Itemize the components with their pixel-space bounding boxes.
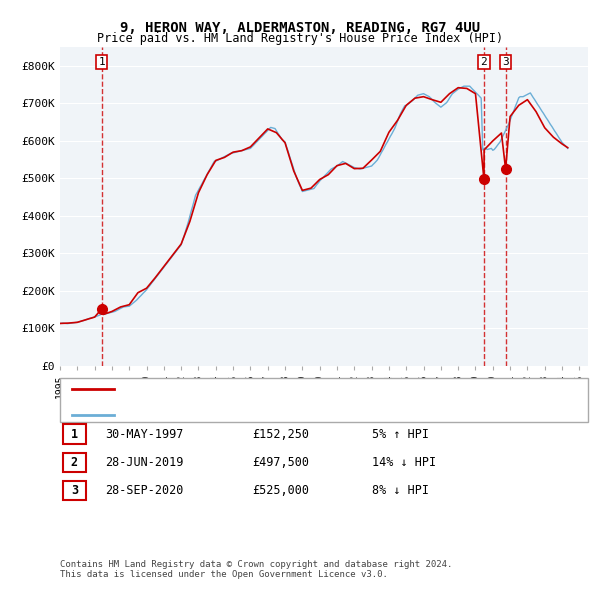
Text: 28-SEP-2020: 28-SEP-2020	[105, 484, 184, 497]
Text: 2: 2	[481, 57, 487, 67]
Text: 14% ↓ HPI: 14% ↓ HPI	[372, 456, 436, 469]
Text: 9, HERON WAY, ALDERMASTON, READING, RG7 4UU (detached house): 9, HERON WAY, ALDERMASTON, READING, RG7 …	[126, 385, 501, 394]
Text: 3: 3	[502, 57, 509, 67]
Text: 1: 1	[71, 428, 78, 441]
Text: 3: 3	[71, 484, 78, 497]
Text: 8% ↓ HPI: 8% ↓ HPI	[372, 484, 429, 497]
Text: 30-MAY-1997: 30-MAY-1997	[105, 428, 184, 441]
Text: 28-JUN-2019: 28-JUN-2019	[105, 456, 184, 469]
Text: £525,000: £525,000	[252, 484, 309, 497]
Text: 2: 2	[71, 456, 78, 469]
Text: 1: 1	[98, 57, 105, 67]
Text: 5% ↑ HPI: 5% ↑ HPI	[372, 428, 429, 441]
Text: £152,250: £152,250	[252, 428, 309, 441]
Text: 9, HERON WAY, ALDERMASTON, READING, RG7 4UU: 9, HERON WAY, ALDERMASTON, READING, RG7 …	[120, 21, 480, 35]
Text: Price paid vs. HM Land Registry's House Price Index (HPI): Price paid vs. HM Land Registry's House …	[97, 32, 503, 45]
Text: This data is licensed under the Open Government Licence v3.0.: This data is licensed under the Open Gov…	[60, 571, 388, 579]
Text: £497,500: £497,500	[252, 456, 309, 469]
Text: Contains HM Land Registry data © Crown copyright and database right 2024.: Contains HM Land Registry data © Crown c…	[60, 560, 452, 569]
Text: HPI: Average price, detached house, West Berkshire: HPI: Average price, detached house, West…	[126, 410, 439, 419]
